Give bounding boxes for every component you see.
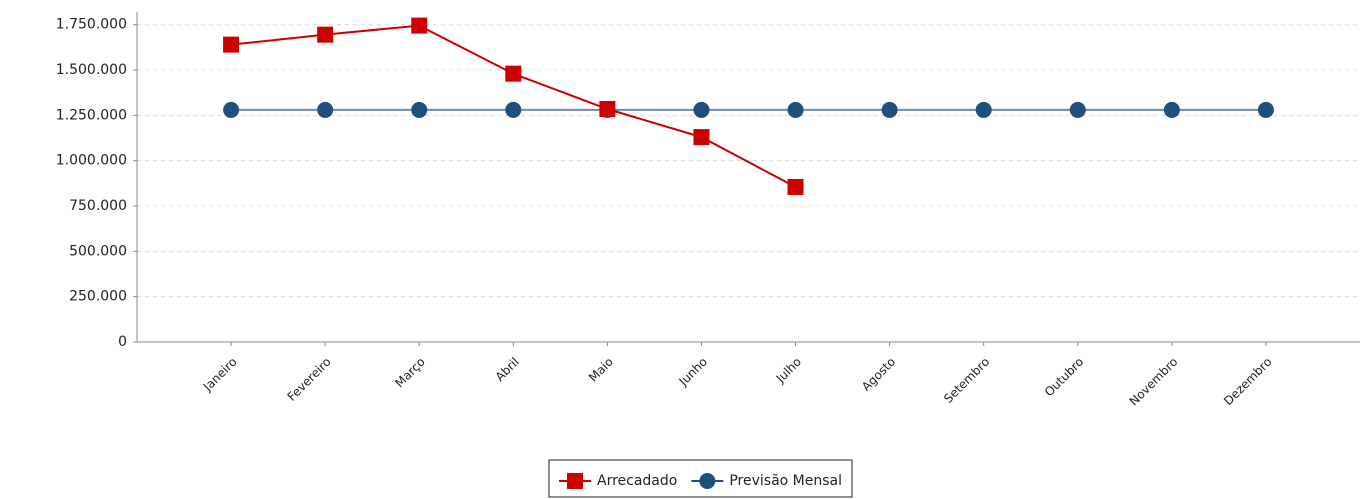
x-tick-label: Junho bbox=[676, 355, 710, 389]
data-point bbox=[317, 26, 334, 43]
legend-marker bbox=[567, 473, 583, 489]
legend: Arrecadado Previsão Mensal bbox=[548, 459, 853, 498]
legend-item: Previsão Mensal bbox=[691, 473, 842, 489]
x-tick-label: Abril bbox=[493, 355, 522, 384]
data-point bbox=[599, 101, 616, 118]
data-point bbox=[505, 65, 522, 82]
y-tick-label: 1.750.000 bbox=[56, 17, 127, 33]
y-tick-label: 750.000 bbox=[69, 198, 127, 214]
x-tick-label: Março bbox=[392, 355, 428, 391]
data-point bbox=[505, 101, 522, 118]
x-tick-label: Maio bbox=[586, 355, 616, 385]
y-tick-label: 1.500.000 bbox=[56, 62, 127, 78]
legend-label: Arrecadado bbox=[597, 473, 677, 489]
y-tick-label: 1.250.000 bbox=[56, 107, 127, 123]
data-point bbox=[1163, 101, 1180, 118]
legend-item: Arrecadado bbox=[559, 473, 677, 489]
y-tick-label: 0 bbox=[118, 334, 127, 350]
y-tick-label: 250.000 bbox=[69, 289, 127, 305]
x-tick-label: Fevereiro bbox=[285, 355, 334, 404]
data-point bbox=[881, 101, 898, 118]
x-tick-label: Outubro bbox=[1042, 355, 1087, 400]
data-point bbox=[411, 101, 428, 118]
data-point bbox=[317, 101, 334, 118]
data-point bbox=[787, 101, 804, 118]
legend-box bbox=[548, 459, 853, 498]
x-tick-label: Dezembro bbox=[1221, 355, 1274, 408]
y-tick-label: 500.000 bbox=[69, 243, 127, 259]
legend-label: Previsão Mensal bbox=[729, 473, 842, 489]
x-tick-label: Agosto bbox=[859, 355, 898, 394]
data-point bbox=[1069, 101, 1086, 118]
data-point bbox=[223, 101, 240, 118]
x-tick-label: Novembro bbox=[1127, 355, 1181, 409]
x-tick-label: Janeiro bbox=[200, 355, 240, 395]
data-point bbox=[693, 129, 710, 146]
data-point bbox=[787, 178, 804, 195]
data-point bbox=[411, 17, 428, 34]
data-point bbox=[1257, 101, 1274, 118]
data-point bbox=[223, 36, 240, 53]
legend-marker bbox=[699, 473, 716, 489]
y-tick-label: 1.000.000 bbox=[56, 153, 127, 169]
x-tick-label: Julho bbox=[773, 355, 804, 386]
data-point bbox=[693, 101, 710, 118]
data-point bbox=[975, 101, 992, 118]
x-tick-label: Setembro bbox=[941, 355, 992, 406]
